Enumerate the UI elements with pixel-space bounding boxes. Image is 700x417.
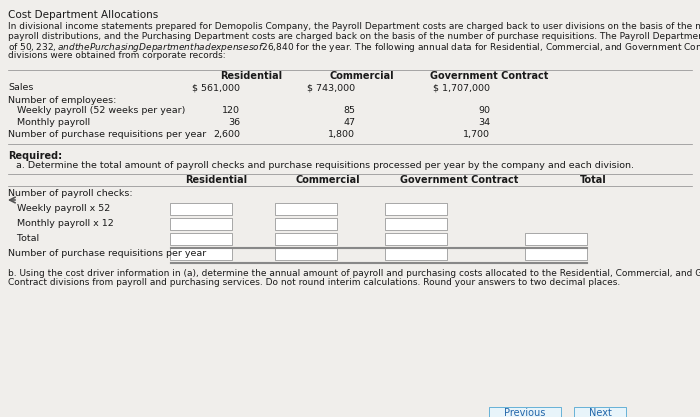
Text: Residential: Residential [220, 71, 282, 81]
Text: payroll distributions, and the Purchasing Department costs are charged back on t: payroll distributions, and the Purchasin… [8, 32, 700, 40]
FancyBboxPatch shape [574, 407, 626, 417]
Text: Next: Next [589, 408, 611, 417]
FancyBboxPatch shape [170, 218, 232, 230]
FancyBboxPatch shape [489, 407, 561, 417]
FancyBboxPatch shape [170, 248, 232, 260]
Text: Contract divisions from payroll and purchasing services. Do not round interim ca: Contract divisions from payroll and purc… [8, 278, 620, 287]
Text: 1,700: 1,700 [463, 130, 490, 139]
Text: 34: 34 [478, 118, 490, 127]
Text: Number of purchase requisitions per year: Number of purchase requisitions per year [8, 249, 206, 258]
Text: Monthly payroll x 12: Monthly payroll x 12 [8, 219, 113, 228]
Text: Total: Total [8, 234, 39, 243]
Text: Weekly payroll (52 weeks per year): Weekly payroll (52 weeks per year) [8, 106, 186, 115]
Text: Residential: Residential [185, 175, 247, 185]
Text: 36: 36 [228, 118, 240, 127]
Text: Sales: Sales [8, 83, 34, 92]
Text: Cost Department Allocations: Cost Department Allocations [8, 10, 158, 20]
Text: $ 1,707,000: $ 1,707,000 [433, 83, 490, 92]
Text: 2,600: 2,600 [213, 130, 240, 139]
Text: of $50,232, and the Purchasing Department had expenses of $26,840 for the year. : of $50,232, and the Purchasing Departmen… [8, 41, 700, 54]
FancyBboxPatch shape [275, 233, 337, 245]
FancyBboxPatch shape [385, 233, 447, 245]
Text: Weekly payroll x 52: Weekly payroll x 52 [8, 204, 111, 213]
Text: Monthly payroll: Monthly payroll [8, 118, 90, 127]
FancyBboxPatch shape [275, 248, 337, 260]
Text: 120: 120 [222, 106, 240, 115]
Text: Previous: Previous [504, 408, 546, 417]
Text: Required:: Required: [8, 151, 62, 161]
FancyBboxPatch shape [170, 233, 232, 245]
FancyBboxPatch shape [385, 248, 447, 260]
FancyBboxPatch shape [525, 233, 587, 245]
Text: Government Contract: Government Contract [430, 71, 548, 81]
Text: 85: 85 [343, 106, 355, 115]
Text: Government Contract: Government Contract [400, 175, 519, 185]
Text: 1,800: 1,800 [328, 130, 355, 139]
Text: Number of purchase requisitions per year: Number of purchase requisitions per year [8, 130, 206, 139]
Text: divisions were obtained from corporate records:: divisions were obtained from corporate r… [8, 50, 225, 60]
Text: $ 561,000: $ 561,000 [192, 83, 240, 92]
Text: Number of payroll checks:: Number of payroll checks: [8, 189, 132, 198]
FancyBboxPatch shape [385, 218, 447, 230]
Text: a. Determine the total amount of payroll checks and purchase requisitions proces: a. Determine the total amount of payroll… [16, 161, 634, 170]
Text: Number of employees:: Number of employees: [8, 96, 116, 105]
FancyBboxPatch shape [525, 248, 587, 260]
FancyBboxPatch shape [385, 203, 447, 215]
Text: $ 743,000: $ 743,000 [307, 83, 355, 92]
Text: In divisional income statements prepared for Demopolis Company, the Payroll Depa: In divisional income statements prepared… [8, 22, 700, 31]
Text: b. Using the cost driver information in (a), determine the annual amount of payr: b. Using the cost driver information in … [8, 269, 700, 278]
Text: Commercial: Commercial [330, 71, 395, 81]
FancyBboxPatch shape [170, 203, 232, 215]
Text: 90: 90 [478, 106, 490, 115]
FancyBboxPatch shape [275, 203, 337, 215]
Text: 47: 47 [343, 118, 355, 127]
Text: Commercial: Commercial [295, 175, 360, 185]
FancyBboxPatch shape [275, 218, 337, 230]
Text: Total: Total [580, 175, 607, 185]
